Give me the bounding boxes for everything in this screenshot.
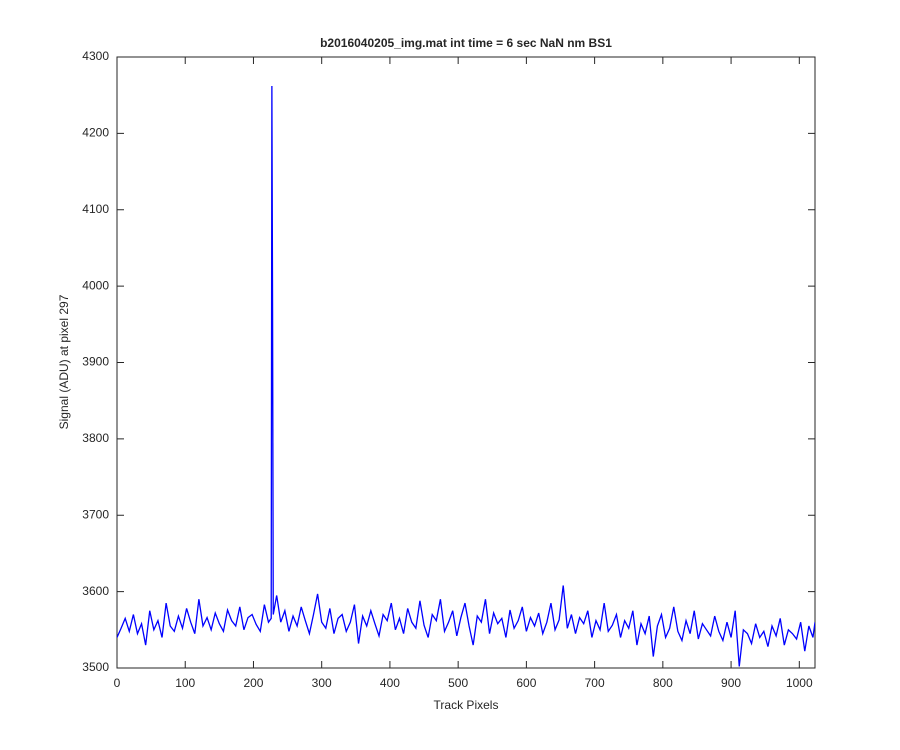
x-tick-label: 600 [516, 676, 536, 690]
y-tick-label: 4300 [82, 49, 109, 63]
x-tick-label: 100 [175, 676, 195, 690]
x-axis-label: Track Pixels [434, 698, 499, 712]
x-tick-label: 400 [380, 676, 400, 690]
data-line [117, 86, 815, 667]
y-tick-label: 4100 [82, 202, 109, 216]
y-tick-label: 3800 [82, 431, 109, 445]
y-axis-label: Signal (ADU) at pixel 297 [57, 294, 71, 429]
x-tick-label: 300 [312, 676, 332, 690]
chart-title: b2016040205_img.mat int time = 6 sec NaN… [320, 36, 612, 50]
x-tick-label: 500 [448, 676, 468, 690]
y-tick-label: 4200 [82, 126, 109, 140]
y-tick-label: 4000 [82, 278, 109, 292]
x-tick-label: 800 [653, 676, 673, 690]
x-tick-label: 200 [243, 676, 263, 690]
y-tick-label: 3600 [82, 584, 109, 598]
y-tick-label: 3500 [82, 660, 109, 674]
y-tick-label: 3900 [82, 355, 109, 369]
x-tick-label: 700 [585, 676, 605, 690]
x-tick-label: 900 [721, 676, 741, 690]
x-tick-label: 0 [114, 676, 121, 690]
x-tick-label: 1000 [786, 676, 813, 690]
y-tick-label: 3700 [82, 507, 109, 521]
